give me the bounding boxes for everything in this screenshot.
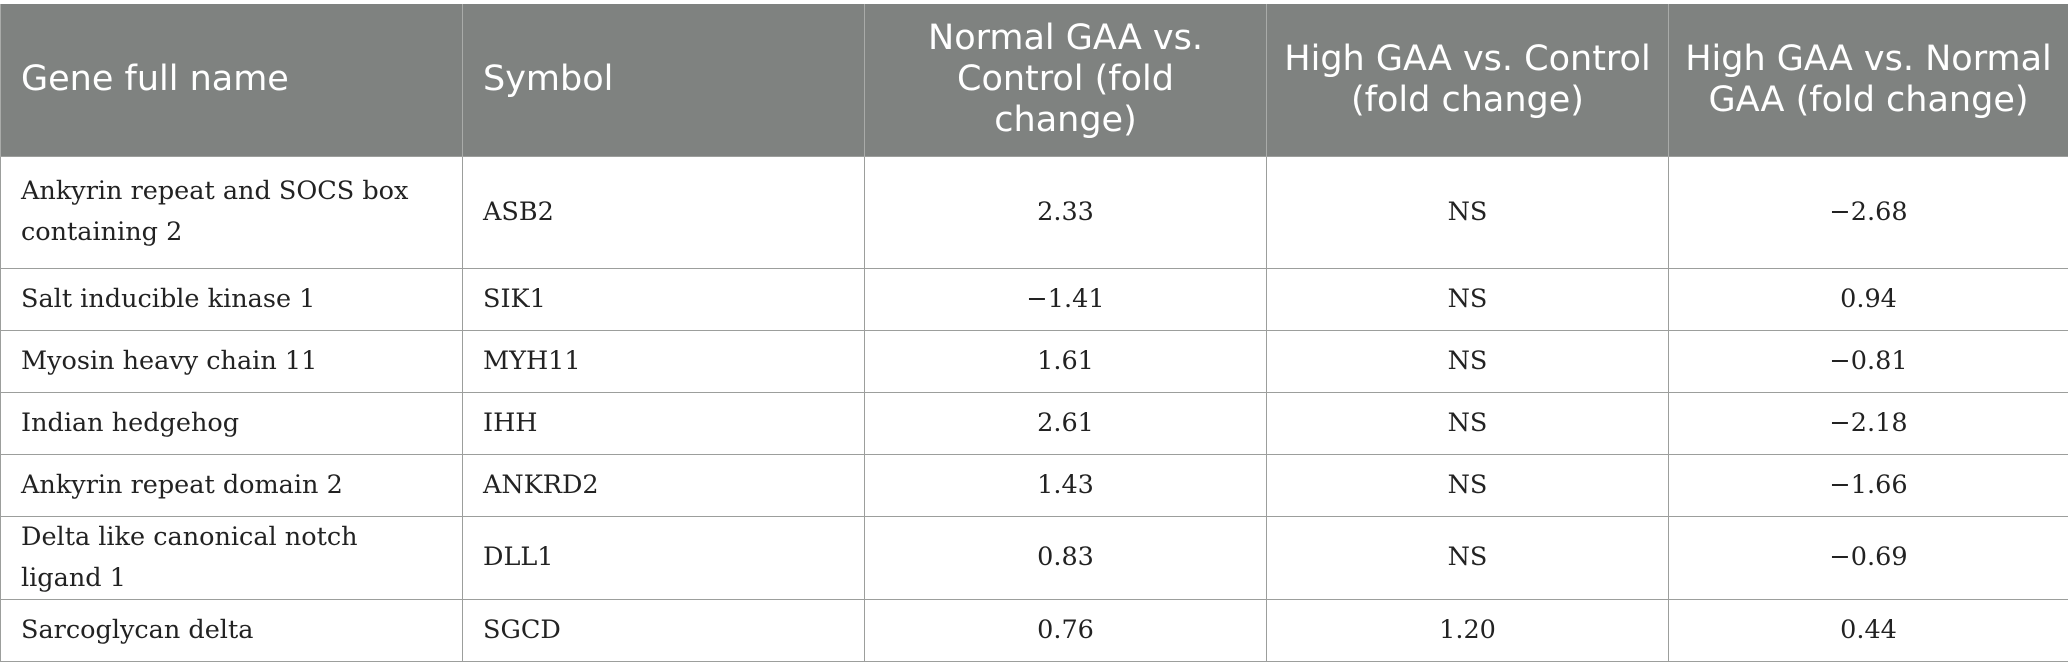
cell-symbol: ASB2	[463, 156, 865, 268]
header-high-vs-normal: High GAA vs. Normal GAA (fold change)	[1669, 4, 2068, 156]
cell-high-vs-control: NS	[1267, 516, 1669, 599]
cell-high-vs-normal: 0.94	[1669, 268, 2068, 330]
table-row: Sarcoglycan delta SGCD 0.76 1.20 0.44	[1, 599, 2068, 661]
cell-high-vs-normal: −2.68	[1669, 156, 2068, 268]
cell-symbol: MYH11	[463, 330, 865, 392]
cell-gene-full-name: Indian hedgehog	[1, 392, 463, 454]
cell-normal-vs-control: −1.41	[865, 268, 1267, 330]
gene-expression-table: Gene full name Symbol Normal GAA vs. Con…	[0, 4, 2068, 662]
header-row: Gene full name Symbol Normal GAA vs. Con…	[1, 4, 2068, 156]
cell-gene-full-name: Ankyrin repeat and SOCS box containing 2	[1, 156, 463, 268]
cell-high-vs-control: NS	[1267, 268, 1669, 330]
header-gene-full-name: Gene full name	[1, 4, 463, 156]
table-row: Ankyrin repeat domain 2 ANKRD2 1.43 NS −…	[1, 454, 2068, 516]
cell-normal-vs-control: 1.61	[865, 330, 1267, 392]
cell-normal-vs-control: 2.61	[865, 392, 1267, 454]
cell-high-vs-control: NS	[1267, 156, 1669, 268]
cell-high-vs-control: NS	[1267, 392, 1669, 454]
table-row: Ankyrin repeat and SOCS box containing 2…	[1, 156, 2068, 268]
cell-gene-full-name: Delta like canonical notch ligand 1	[1, 516, 463, 599]
cell-normal-vs-control: 0.83	[865, 516, 1267, 599]
cell-high-vs-control: NS	[1267, 454, 1669, 516]
cell-gene-full-name: Sarcoglycan delta	[1, 599, 463, 661]
cell-gene-full-name: Myosin heavy chain 11	[1, 330, 463, 392]
cell-gene-full-name: Ankyrin repeat domain 2	[1, 454, 463, 516]
cell-high-vs-control: 1.20	[1267, 599, 1669, 661]
cell-gene-full-name: Salt inducible kinase 1	[1, 268, 463, 330]
table-row: Salt inducible kinase 1 SIK1 −1.41 NS 0.…	[1, 268, 2068, 330]
cell-high-vs-normal: −2.18	[1669, 392, 2068, 454]
cell-high-vs-normal: −0.69	[1669, 516, 2068, 599]
cell-normal-vs-control: 2.33	[865, 156, 1267, 268]
header-symbol: Symbol	[463, 4, 865, 156]
cell-normal-vs-control: 1.43	[865, 454, 1267, 516]
table-row: Indian hedgehog IHH 2.61 NS −2.18	[1, 392, 2068, 454]
cell-high-vs-control: NS	[1267, 330, 1669, 392]
cell-symbol: ANKRD2	[463, 454, 865, 516]
cell-symbol: IHH	[463, 392, 865, 454]
header-normal-vs-control: Normal GAA vs. Control (fold change)	[865, 4, 1267, 156]
header-high-vs-control: High GAA vs. Control (fold change)	[1267, 4, 1669, 156]
table-header: Gene full name Symbol Normal GAA vs. Con…	[1, 4, 2068, 156]
table-body: Ankyrin repeat and SOCS box containing 2…	[1, 156, 2068, 661]
cell-high-vs-normal: 0.44	[1669, 599, 2068, 661]
table-row: Delta like canonical notch ligand 1 DLL1…	[1, 516, 2068, 599]
cell-normal-vs-control: 0.76	[865, 599, 1267, 661]
cell-high-vs-normal: −1.66	[1669, 454, 2068, 516]
gene-expression-table-wrapper: Gene full name Symbol Normal GAA vs. Con…	[0, 4, 2068, 662]
table-row: Myosin heavy chain 11 MYH11 1.61 NS −0.8…	[1, 330, 2068, 392]
cell-symbol: DLL1	[463, 516, 865, 599]
cell-symbol: SIK1	[463, 268, 865, 330]
cell-symbol: SGCD	[463, 599, 865, 661]
cell-high-vs-normal: −0.81	[1669, 330, 2068, 392]
